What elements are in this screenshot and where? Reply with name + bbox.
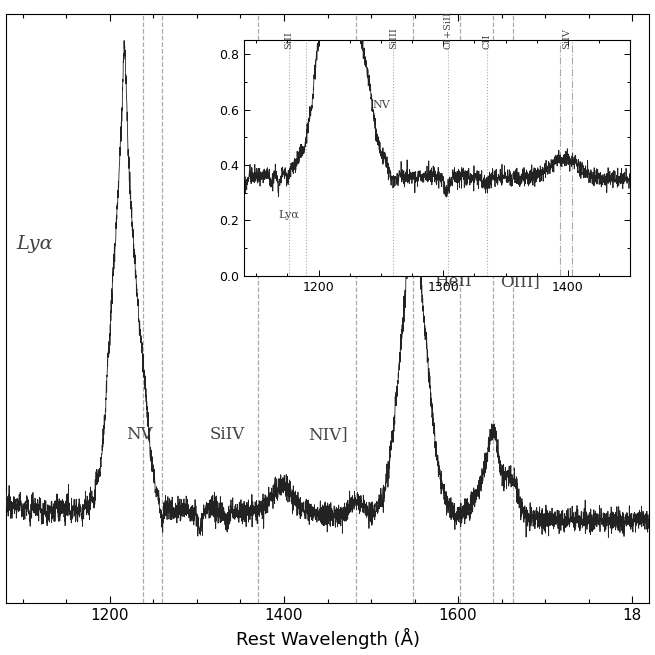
Text: NV: NV	[126, 426, 152, 443]
Text: OIII]: OIII]	[500, 273, 540, 290]
Text: HeII: HeII	[434, 273, 472, 290]
Text: SiIV: SiIV	[210, 426, 245, 443]
Text: CIV: CIV	[399, 230, 430, 247]
X-axis label: Rest Wavelength (Å): Rest Wavelength (Å)	[236, 628, 419, 650]
Text: NIV]: NIV]	[309, 426, 348, 443]
Text: Lyα: Lyα	[16, 235, 53, 253]
